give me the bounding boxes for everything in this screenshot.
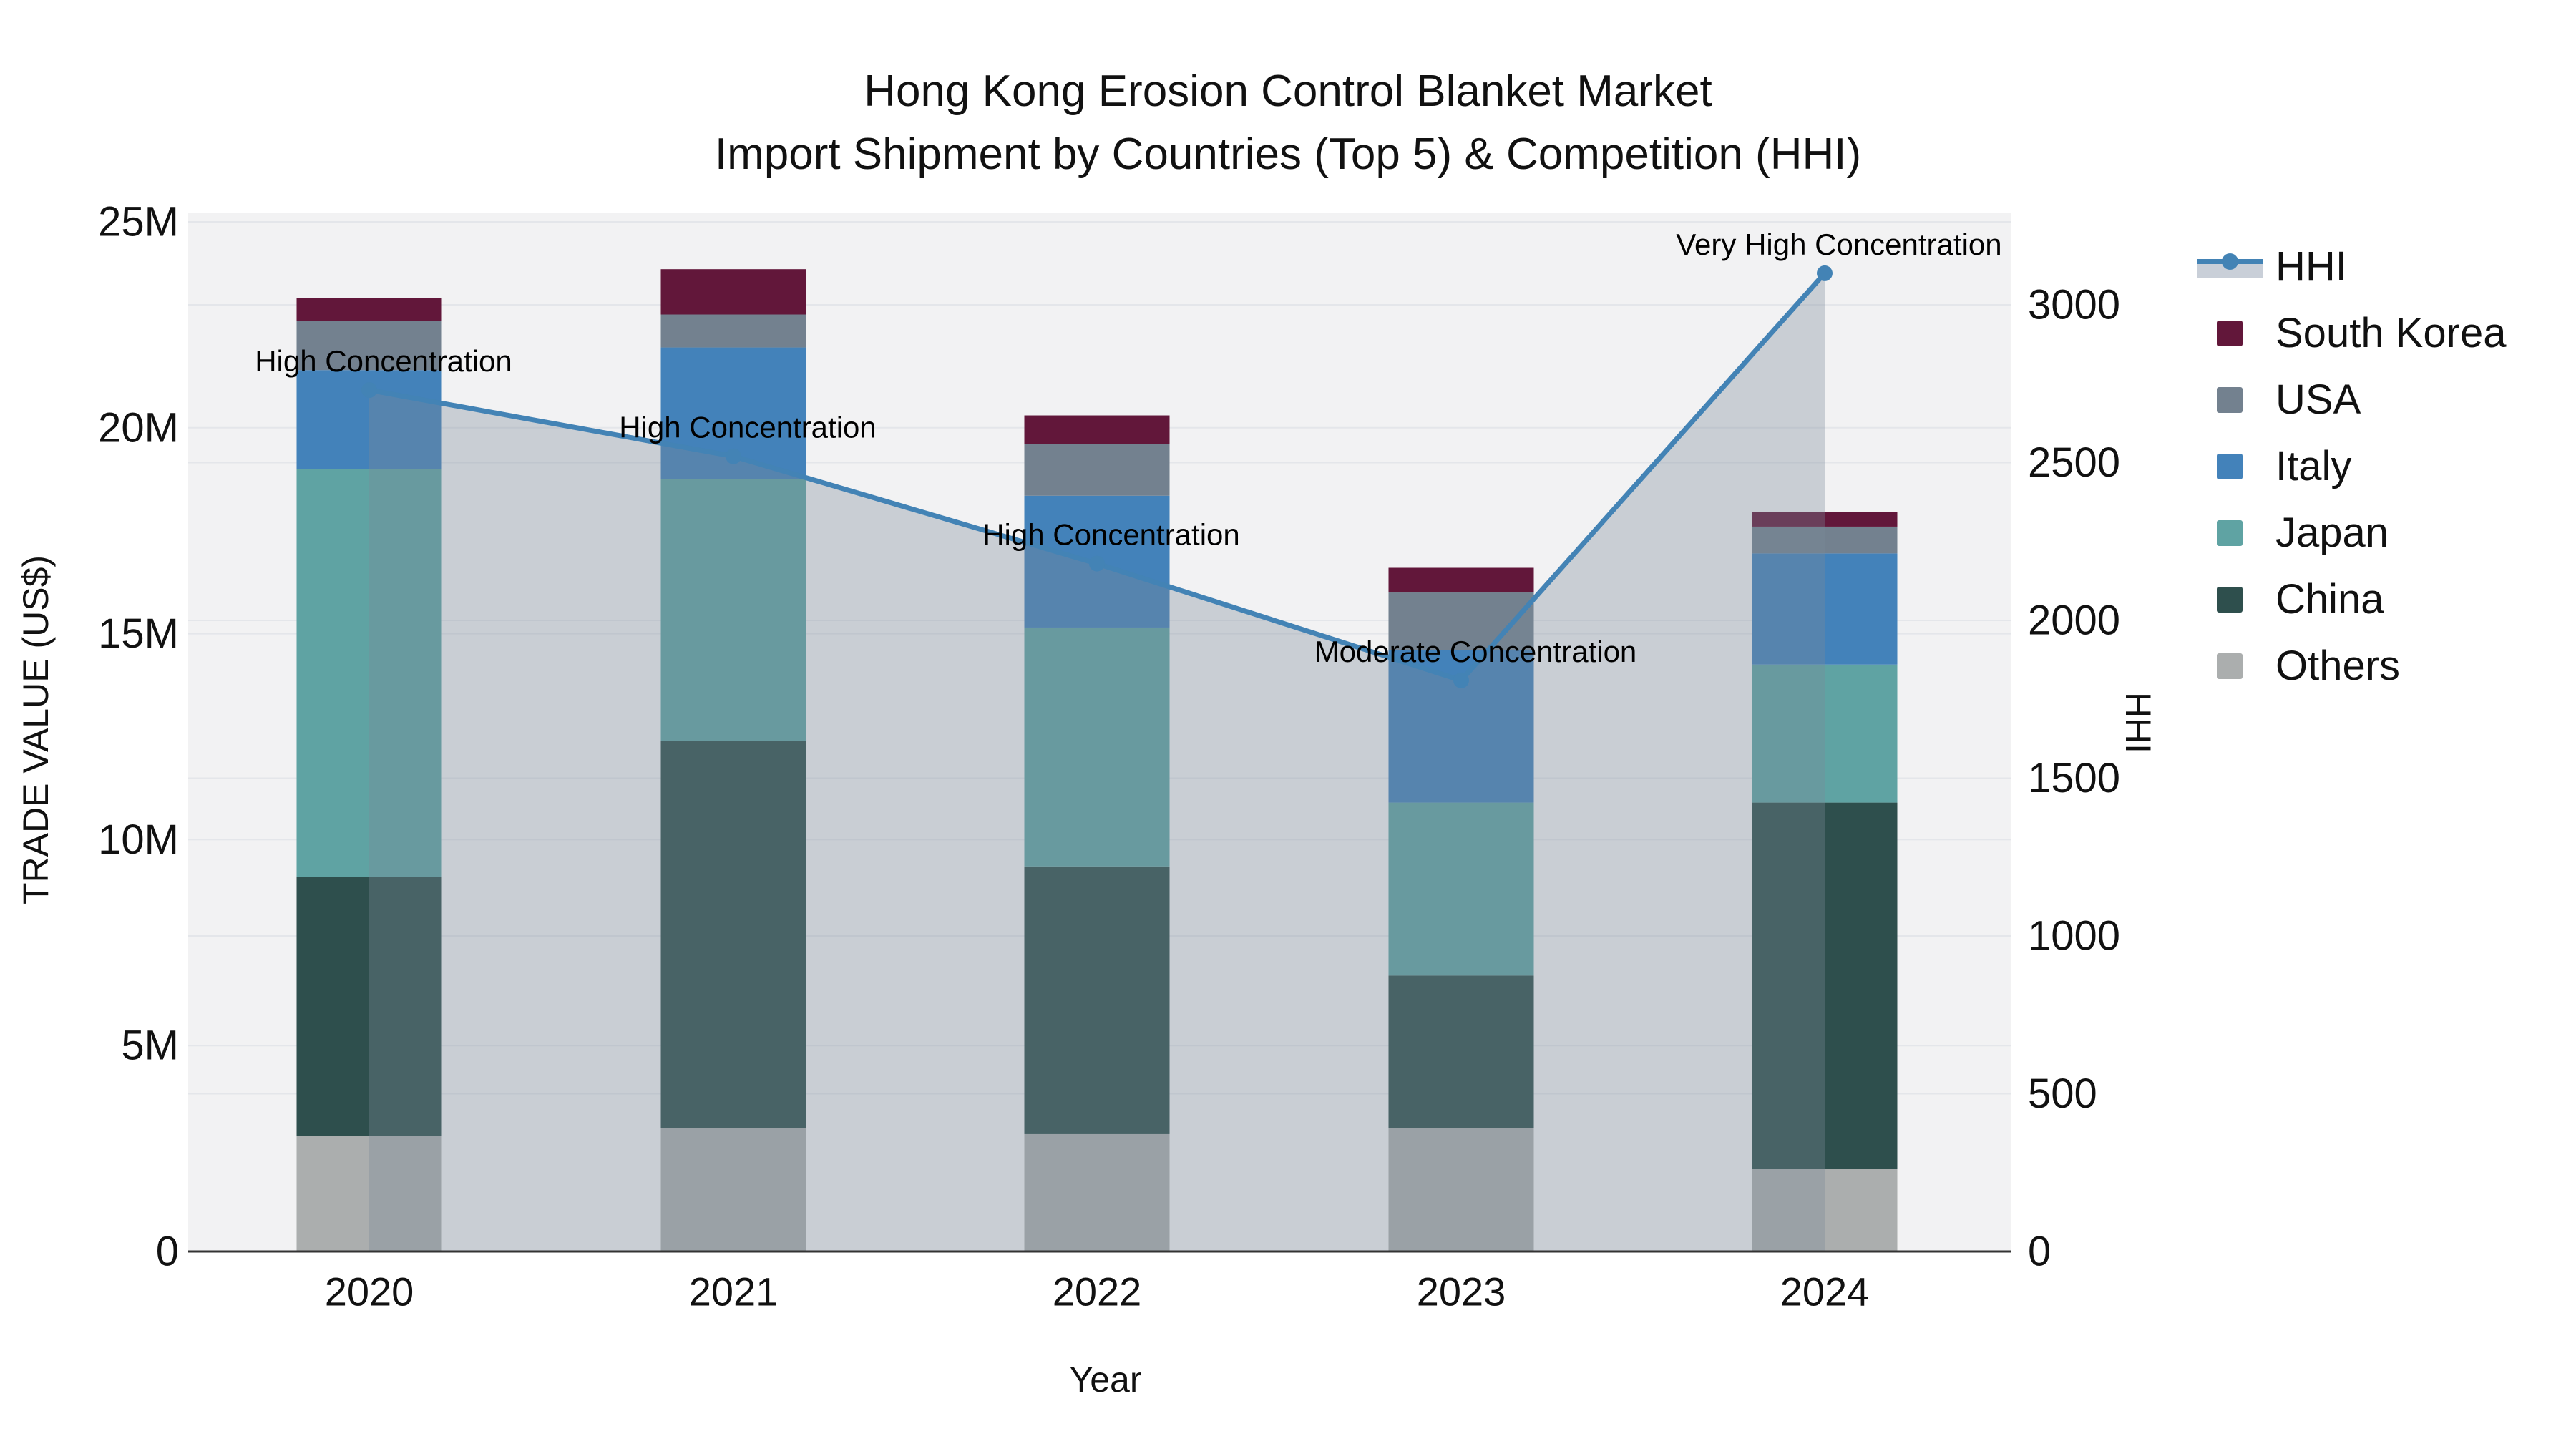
hhi-point-2024[interactable] (1817, 265, 1833, 281)
bar-segment-2021-china[interactable] (660, 741, 806, 1128)
bar-segment-2020-japan[interactable] (296, 469, 442, 877)
legend-item-hhi[interactable]: HHI (2197, 233, 2506, 300)
legend-swatch-box (2197, 633, 2263, 699)
x-tick-2023: 2023 (1417, 1269, 1506, 1314)
chart-title-line2: Import Shipment by Countries (Top 5) & C… (714, 130, 1862, 179)
y-left-tick-0: 0 (156, 1229, 179, 1275)
bar-segment-2024-others[interactable] (1752, 1169, 1898, 1252)
y-right-tick-0: 0 (2028, 1229, 2051, 1275)
bar-segment-2021-others[interactable] (660, 1128, 806, 1252)
annotation-2022: High Concentration (982, 518, 1240, 552)
chart-title-line1: Hong Kong Erosion Control Blanket Market (864, 67, 1712, 116)
legend-swatch-china-icon (2217, 586, 2243, 613)
hhi-point-2021[interactable] (726, 448, 741, 464)
bar-segment-2023-japan[interactable] (1388, 802, 1534, 976)
bar-segment-2024-japan[interactable] (1752, 664, 1898, 803)
hhi-marker-dot-icon (2222, 253, 2238, 270)
x-axis-title: Year (1069, 1360, 1141, 1400)
legend-label-others: Others (2275, 643, 2401, 689)
legend-label-hhi: HHI (2275, 243, 2347, 290)
bar-segment-2022-china[interactable] (1024, 866, 1170, 1134)
annotation-2021: High Concentration (619, 411, 877, 444)
hhi-area-fill (369, 273, 1825, 1252)
legend-item-italy[interactable]: Italy (2197, 433, 2506, 499)
legend-item-others[interactable]: Others (2197, 633, 2506, 699)
hhi-point-2023[interactable] (1453, 672, 1469, 688)
legend-swatch-south-korea-icon (2217, 320, 2243, 346)
hhi-point-2022[interactable] (1089, 555, 1105, 572)
bar-segment-2021-usa[interactable] (660, 314, 806, 348)
legend-swatch-usa-icon (2217, 386, 2243, 413)
bar-segment-2021-south-korea[interactable] (660, 269, 806, 315)
x-tick-2020: 2020 (325, 1269, 414, 1314)
bar-segment-2022-others[interactable] (1024, 1133, 1170, 1252)
y-right-tick-2500: 2500 (2028, 439, 2120, 486)
x-tick-2022: 2022 (1053, 1269, 1142, 1314)
legend-label-usa: USA (2275, 376, 2361, 423)
legend-item-china[interactable]: China (2197, 566, 2506, 633)
legend-swatch-box (2197, 300, 2263, 366)
bar-segment-2024-south-korea[interactable] (1752, 512, 1898, 527)
y-left-tick-15M: 15M (98, 610, 179, 657)
legend-swatch-box (2197, 566, 2263, 633)
legend: HHI South Korea USA Italy Japan China Others (2197, 233, 2506, 699)
y-left-tick-10M: 10M (98, 816, 179, 863)
bar-segment-2024-italy[interactable] (1752, 553, 1898, 665)
y-right-axis-title: HHI (2118, 692, 2158, 753)
annotation-2023: Moderate Concentration (1314, 635, 1637, 668)
legend-swatch-box (2197, 366, 2263, 433)
bar-segment-2023-south-korea[interactable] (1388, 567, 1534, 593)
legend-item-usa[interactable]: USA (2197, 366, 2506, 433)
chart-title: Hong Kong Erosion Control Blanket Market… (0, 60, 2576, 186)
annotation-2024: Very High Concentration (1676, 228, 2001, 261)
legend-item-japan[interactable]: Japan (2197, 499, 2506, 566)
bar-segment-2024-usa[interactable] (1752, 526, 1898, 554)
legend-label-china: China (2275, 576, 2384, 623)
y-right-tick-1500: 1500 (2028, 755, 2120, 801)
legend-swatch-box (2197, 499, 2263, 566)
hhi-point-2020[interactable] (361, 382, 377, 399)
hhi-area-band-icon (2197, 263, 2263, 278)
x-tick-2021: 2021 (689, 1269, 779, 1314)
y-left-axis-title: TRADE VALUE (US$) (16, 555, 56, 904)
y-right-tick-3000: 3000 (2028, 282, 2120, 328)
bar-segment-2022-usa[interactable] (1024, 444, 1170, 496)
y-right-tick-1000: 1000 (2028, 913, 2120, 960)
hhi-swatch (2197, 253, 2263, 281)
bar-segment-2020-south-korea[interactable] (296, 298, 442, 321)
legend-swatch-italy-icon (2217, 453, 2243, 479)
bar-segment-2023-others[interactable] (1388, 1128, 1534, 1252)
x-tick-2024: 2024 (1780, 1269, 1870, 1314)
bar-segment-2020-china[interactable] (296, 877, 442, 1136)
bar-segment-2021-japan[interactable] (660, 479, 806, 741)
hhi-line-swatch-icon (2197, 233, 2263, 300)
y-left-tick-20M: 20M (98, 404, 179, 451)
annotation-2020: High Concentration (255, 344, 512, 378)
legend-label-italy: Italy (2275, 443, 2352, 489)
y-left-tick-5M: 5M (121, 1023, 179, 1069)
bar-segment-2023-usa[interactable] (1388, 592, 1534, 650)
y-right-tick-500: 500 (2028, 1070, 2097, 1117)
bar-segment-2024-china[interactable] (1752, 802, 1898, 1169)
bar-segment-2023-china[interactable] (1388, 975, 1534, 1128)
bar-segment-2022-japan[interactable] (1024, 627, 1170, 867)
legend-item-south-korea[interactable]: South Korea (2197, 300, 2506, 366)
legend-label-south-korea: South Korea (2275, 310, 2507, 356)
legend-swatch-japan-icon (2217, 519, 2243, 546)
bar-segment-2020-usa[interactable] (296, 321, 442, 371)
legend-label-japan: Japan (2275, 509, 2389, 556)
bar-segment-2022-south-korea[interactable] (1024, 415, 1170, 444)
y-right-tick-2000: 2000 (2028, 597, 2120, 644)
legend-swatch-others-icon (2217, 653, 2243, 679)
bar-segment-2020-others[interactable] (296, 1136, 442, 1252)
y-left-tick-25M: 25M (98, 199, 179, 245)
legend-swatch-box (2197, 433, 2263, 499)
